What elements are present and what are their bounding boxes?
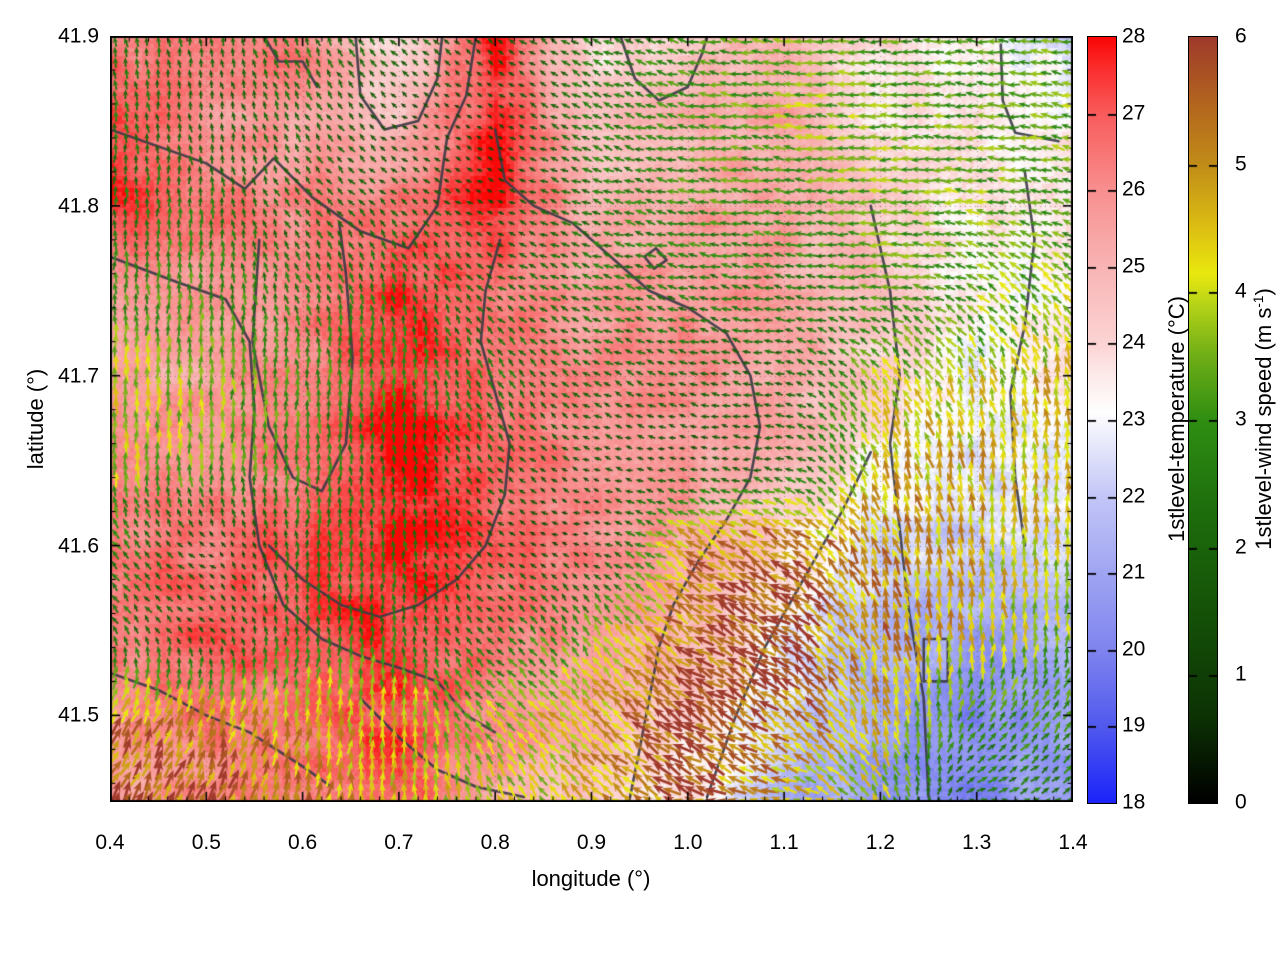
x-tick-label: 0.8 [480,831,510,854]
x-axis-label: longitude (°) [531,866,651,891]
wind-speed-colorbar [1188,36,1218,804]
wind-speed-colorbar-tick-label: 6 [1235,24,1247,48]
temperature-colorbar-tick-label: 21 [1122,560,1146,584]
x-tick-label: 0.4 [95,831,125,854]
wind-label-text: 1stlevel-wind speed (m s [1251,307,1277,550]
temperature-colorbar-tick-label: 22 [1122,484,1146,508]
y-tick-label: 41.8 [58,194,99,218]
x-tick-label: 1.4 [1058,831,1088,854]
wind-speed-colorbar-tick-label: 4 [1235,279,1247,303]
y-tick-label: 41.5 [58,703,99,727]
wind-speed-colorbar-tick-label: 1 [1235,662,1247,686]
y-tick-label: 41.6 [58,534,99,558]
temperature-colorbar-tick-label: 19 [1122,713,1146,737]
wind-speed-colorbar-tick-label: 0 [1235,790,1247,814]
wind-speed-colorbar-tick-label: 2 [1235,535,1247,559]
temperature-colorbar [1087,36,1117,804]
temperature-colorbar-tick-label: 20 [1122,637,1146,661]
map-plot-canvas [110,36,1073,802]
x-tick-label: 1.1 [769,831,799,854]
temperature-colorbar-tick-label: 25 [1122,254,1146,278]
wind-speed-colorbar-label: 1stlevel-wind speed (m s-1) [1251,288,1277,550]
x-tick-label: 0.7 [384,831,414,854]
temperature-colorbar-tick-label: 27 [1122,101,1146,125]
plot-area [110,36,1073,802]
temperature-colorbar-tick-label: 28 [1122,24,1146,48]
temperature-colorbar-tick-label: 18 [1122,790,1146,814]
y-tick-label: 41.9 [58,24,99,48]
temperature-colorbar-tick-label: 24 [1122,330,1146,354]
temperature-colorbar-label: 1stlevel-temperature (°C) [1164,296,1189,542]
wind-speed-colorbar-tick-label: 5 [1235,152,1247,176]
temperature-colorbar-tick-label: 23 [1122,407,1146,431]
x-tick-label: 0.5 [191,831,221,854]
x-tick-label: 0.6 [287,831,318,854]
y-tick-label: 41.7 [58,364,99,388]
x-tick-label: 1.0 [673,831,703,854]
x-tick-label: 1.3 [962,831,992,854]
wind-speed-colorbar-tick-label: 3 [1235,407,1247,431]
x-tick-label: 0.9 [576,831,607,854]
wind-label-close: ) [1251,288,1277,296]
temperature-colorbar-tick-label: 26 [1122,177,1146,201]
x-tick-label: 1.2 [865,831,895,854]
wind-label-superscript: -1 [1250,295,1266,308]
